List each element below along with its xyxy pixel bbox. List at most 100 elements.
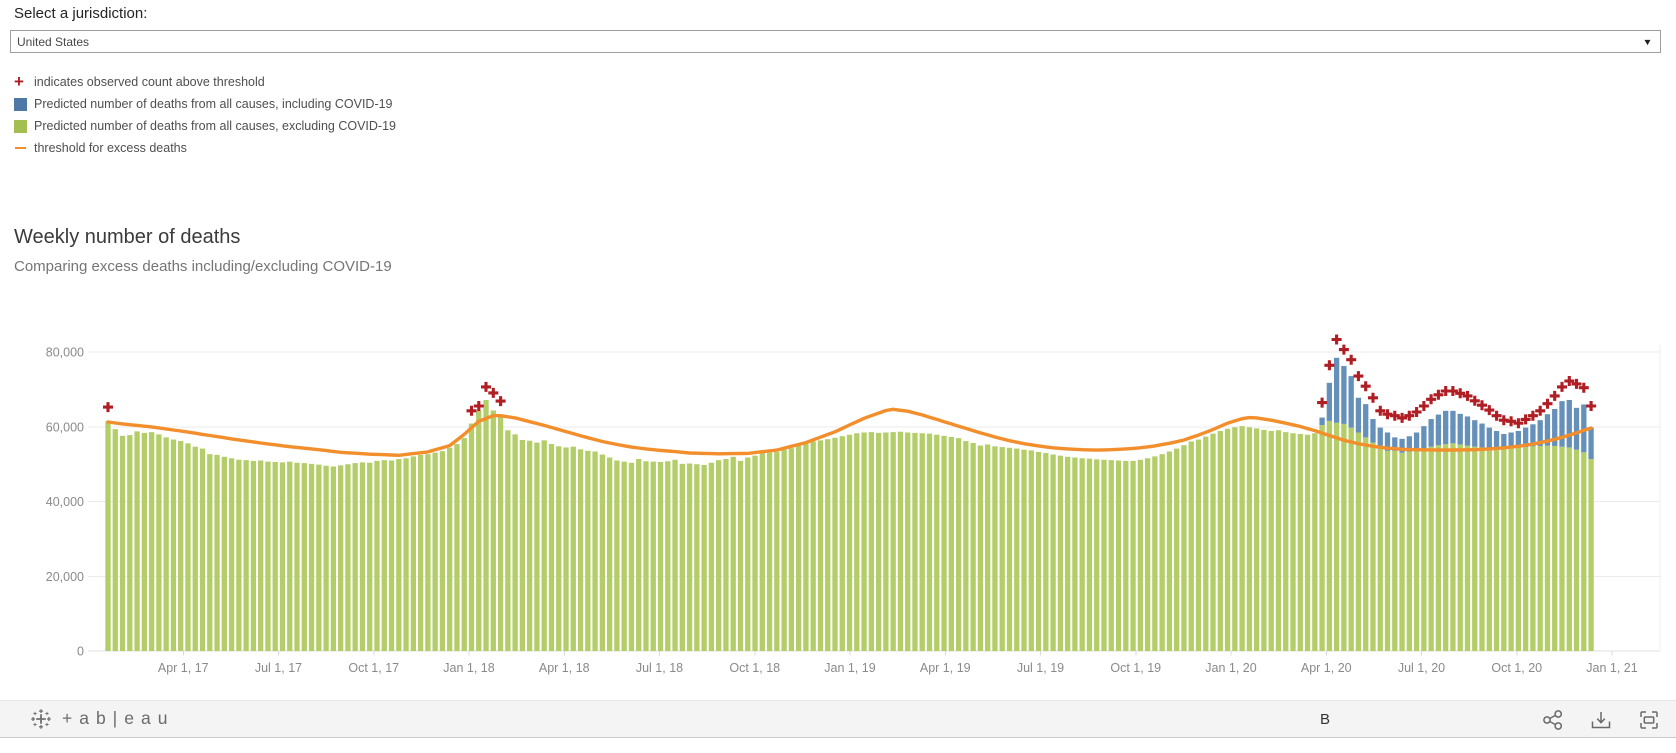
bar-excluding-covid-week-51[interactable] [476,410,482,651]
bar-covid-increment-week-181[interactable] [1421,426,1427,449]
bar-excluding-covid-week-177[interactable] [1392,450,1398,651]
bar-excluding-covid-week-93[interactable] [781,449,787,651]
bar-excluding-covid-week-48[interactable] [454,444,460,651]
bar-excluding-covid-week-40[interactable] [396,459,402,651]
bar-excluding-covid-week-59[interactable] [534,442,540,651]
bar-excluding-covid-week-170[interactable] [1341,423,1347,651]
bar-excluding-covid-week-155[interactable] [1232,427,1238,651]
bar-excluding-covid-week-12[interactable] [192,446,198,651]
bar-excluding-covid-week-117[interactable] [955,438,962,651]
bar-excluding-covid-week-89[interactable] [752,455,758,651]
bar-excluding-covid-week-97[interactable] [810,441,816,651]
bar-excluding-covid-week-67[interactable] [592,451,598,651]
bar-excluding-covid-week-135[interactable] [1086,458,1093,651]
bar-excluding-covid-week-82[interactable] [701,464,707,651]
bar-excluding-covid-week-158[interactable] [1254,428,1260,651]
bar-covid-increment-week-188[interactable] [1472,420,1478,447]
bar-excluding-covid-week-185[interactable] [1450,443,1456,651]
bar-excluding-covid-week-109[interactable] [897,431,904,651]
bar-excluding-covid-week-80[interactable] [686,463,693,651]
bar-excluding-covid-week-189[interactable] [1479,447,1485,651]
bar-excluding-covid-week-122[interactable] [992,446,998,651]
bar-covid-increment-week-168[interactable] [1326,382,1333,421]
bar-excluding-covid-week-114[interactable] [934,434,940,651]
bar-covid-increment-week-201[interactable] [1566,400,1572,448]
bar-covid-increment-week-186[interactable] [1457,413,1463,445]
bar-excluding-covid-week-84[interactable] [716,460,722,651]
bar-excluding-covid-week-142[interactable] [1137,459,1143,651]
bar-excluding-covid-week-105[interactable] [868,432,874,651]
bar-excluding-covid-week-91[interactable] [766,452,773,651]
bar-excluding-covid-week-141[interactable] [1130,460,1136,651]
bar-excluding-covid-week-120[interactable] [977,445,984,651]
bar-excluding-covid-week-2[interactable] [119,435,126,651]
bar-excluding-covid-week-147[interactable] [1174,448,1180,651]
bar-excluding-covid-week-75[interactable] [650,461,656,651]
bar-excluding-covid-week-47[interactable] [447,447,453,651]
bar-covid-increment-week-182[interactable] [1428,419,1434,447]
bar-excluding-covid-week-36[interactable] [367,462,373,651]
bar-excluding-covid-week-100[interactable] [832,437,838,651]
bar-covid-increment-week-197[interactable] [1537,420,1543,446]
bar-excluding-covid-week-123[interactable] [999,447,1005,651]
bar-excluding-covid-week-133[interactable] [1072,457,1078,651]
bar-excluding-covid-week-150[interactable] [1195,439,1202,651]
bar-excluding-covid-week-83[interactable] [708,462,715,651]
bar-excluding-covid-week-127[interactable] [1028,450,1034,651]
bar-excluding-covid-week-148[interactable] [1181,445,1187,651]
bar-excluding-covid-week-118[interactable] [963,441,969,651]
bar-excluding-covid-week-41[interactable] [403,458,409,651]
bar-excluding-covid-week-71[interactable] [621,461,627,651]
bar-excluding-covid-week-43[interactable] [417,454,424,651]
bar-covid-increment-week-167[interactable] [1319,417,1325,426]
bar-excluding-covid-week-8[interactable] [163,437,169,651]
bar-excluding-covid-week-60[interactable] [541,440,547,651]
bar-covid-increment-week-179[interactable] [1406,436,1412,452]
bar-excluding-covid-week-78[interactable] [672,459,678,651]
bar-excluding-covid-week-38[interactable] [381,460,387,651]
bar-excluding-covid-week-198[interactable] [1544,445,1551,651]
bar-excluding-covid-week-13[interactable] [199,448,206,651]
bar-excluding-covid-week-19[interactable] [243,460,249,651]
bar-excluding-covid-week-86[interactable] [730,456,736,651]
bar-excluding-covid-week-11[interactable] [185,443,191,651]
bar-excluding-covid-week-29[interactable] [316,464,322,651]
bar-excluding-covid-week-173[interactable] [1363,437,1369,651]
bar-excluding-covid-week-33[interactable] [345,464,351,651]
bar-excluding-covid-week-194[interactable] [1515,447,1522,651]
bar-excluding-covid-week-74[interactable] [643,461,649,651]
bar-excluding-covid-week-110[interactable] [905,432,911,651]
bar-excluding-covid-week-72[interactable] [628,462,635,651]
bar-excluding-covid-week-143[interactable] [1144,458,1151,651]
bar-excluding-covid-week-16[interactable] [221,456,227,651]
bar-covid-increment-week-178[interactable] [1399,438,1405,453]
bar-excluding-covid-week-49[interactable] [461,438,467,651]
bar-covid-increment-week-199[interactable] [1552,408,1558,446]
bar-excluding-covid-week-126[interactable] [1021,449,1027,651]
bar-covid-increment-week-177[interactable] [1392,437,1398,451]
bar-excluding-covid-week-76[interactable] [657,462,664,651]
bar-excluding-covid-week-192[interactable] [1501,448,1507,651]
bar-excluding-covid-week-6[interactable] [148,432,155,651]
bar-excluding-covid-week-81[interactable] [694,464,700,651]
bar-excluding-covid-week-32[interactable] [337,465,344,651]
bar-excluding-covid-week-90[interactable] [759,453,765,651]
bar-excluding-covid-week-182[interactable] [1428,446,1434,651]
bar-excluding-covid-week-204[interactable] [1588,459,1594,651]
bar-excluding-covid-week-15[interactable] [214,454,220,651]
bar-covid-increment-week-183[interactable] [1435,414,1442,446]
bar-covid-increment-week-204[interactable] [1588,427,1594,460]
bar-excluding-covid-week-121[interactable] [985,444,991,651]
bar-excluding-covid-week-193[interactable] [1508,448,1514,651]
bar-excluding-covid-week-54[interactable] [497,416,504,651]
bar-excluding-covid-week-31[interactable] [330,466,337,651]
bar-excluding-covid-week-199[interactable] [1552,445,1558,651]
bar-excluding-covid-week-119[interactable] [970,442,976,651]
bar-excluding-covid-week-162[interactable] [1283,432,1289,651]
bar-covid-increment-week-180[interactable] [1413,432,1420,451]
bar-excluding-covid-week-79[interactable] [679,463,685,651]
bar-excluding-covid-week-108[interactable] [890,432,896,651]
bar-excluding-covid-week-134[interactable] [1079,458,1085,651]
bar-covid-increment-week-173[interactable] [1363,404,1369,438]
bar-excluding-covid-week-61[interactable] [548,444,555,651]
